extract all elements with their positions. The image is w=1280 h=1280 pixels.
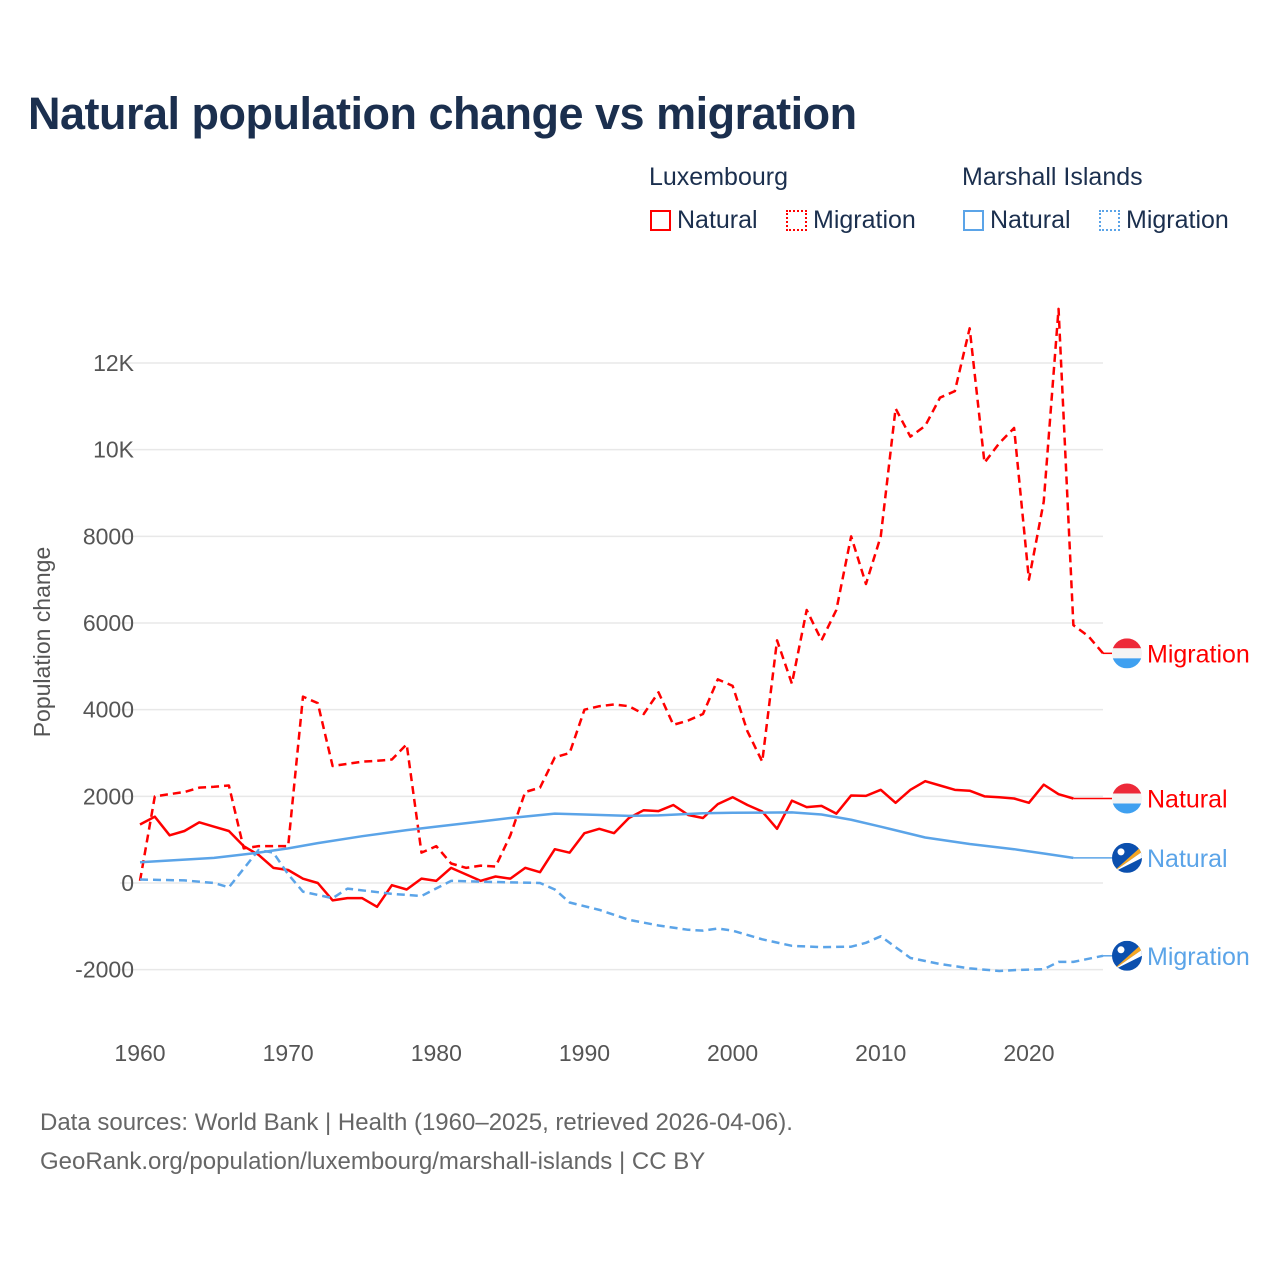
- footer-sources: Data sources: World Bank | Health (1960–…: [40, 1109, 793, 1136]
- legend-label: Migration: [813, 206, 916, 234]
- legend-item-luxembourg-natural[interactable]: Natural: [650, 206, 758, 235]
- end-label: Migration: [1147, 943, 1250, 971]
- legend-item-luxembourg-migration[interactable]: Migration: [786, 206, 916, 235]
- series-line-luxembourg-natural: [139, 779, 1074, 909]
- luxembourg-flag-icon: [1112, 783, 1142, 814]
- legend-label: Natural: [677, 206, 758, 234]
- legend-swatch-solid: [650, 210, 671, 231]
- chart-title: Natural population change vs migration: [28, 88, 857, 139]
- luxembourg-flag-icon: [1112, 638, 1142, 669]
- x-tick-label: 1990: [559, 1040, 610, 1066]
- y-tick-label: 12K: [93, 350, 135, 376]
- legend-swatch-solid: [963, 210, 984, 231]
- y-tick-label: 0: [121, 870, 134, 896]
- series-line-marshall-islands-natural: [139, 811, 1074, 864]
- marshall-islands-flag-icon: [1112, 940, 1142, 971]
- x-tick-label: 2010: [855, 1040, 906, 1066]
- x-tick-label: 2000: [707, 1040, 758, 1066]
- y-tick-label: -2000: [75, 957, 134, 983]
- footer-link[interactable]: GeoRank.org/population/luxembourg/marsha…: [40, 1148, 706, 1175]
- series-line-marshall-islands-migration: [139, 848, 1104, 973]
- legend-group-luxembourg: Luxembourg: [649, 163, 788, 191]
- y-tick-label: 2000: [83, 783, 134, 809]
- legend-swatch-dotted: [1099, 210, 1120, 231]
- marshall-islands-flag-icon: [1112, 842, 1142, 873]
- series-line-luxembourg-migration: [138, 307, 1104, 882]
- y-tick-label: 10K: [93, 437, 135, 463]
- legend-label: Migration: [1126, 206, 1229, 234]
- legend-label: Natural: [990, 206, 1071, 234]
- y-tick-label: 6000: [83, 610, 134, 636]
- y-tick-label: 8000: [83, 523, 134, 549]
- end-label: Natural: [1147, 845, 1228, 873]
- x-tick-label: 1970: [263, 1040, 314, 1066]
- x-tick-label: 1960: [114, 1040, 165, 1066]
- end-label: Natural: [1147, 786, 1228, 814]
- legend-item-marshall-natural[interactable]: Natural: [963, 206, 1071, 235]
- y-tick-label: 4000: [83, 697, 134, 723]
- legend-group-marshall-islands: Marshall Islands: [962, 163, 1143, 191]
- legend-item-marshall-migration[interactable]: Migration: [1099, 206, 1229, 235]
- x-tick-label: 2020: [1003, 1040, 1054, 1066]
- x-tick-label: 1980: [411, 1040, 462, 1066]
- end-label: Migration: [1147, 640, 1250, 668]
- legend-swatch-dotted: [786, 210, 807, 231]
- y-axis-label: Population change: [29, 547, 55, 738]
